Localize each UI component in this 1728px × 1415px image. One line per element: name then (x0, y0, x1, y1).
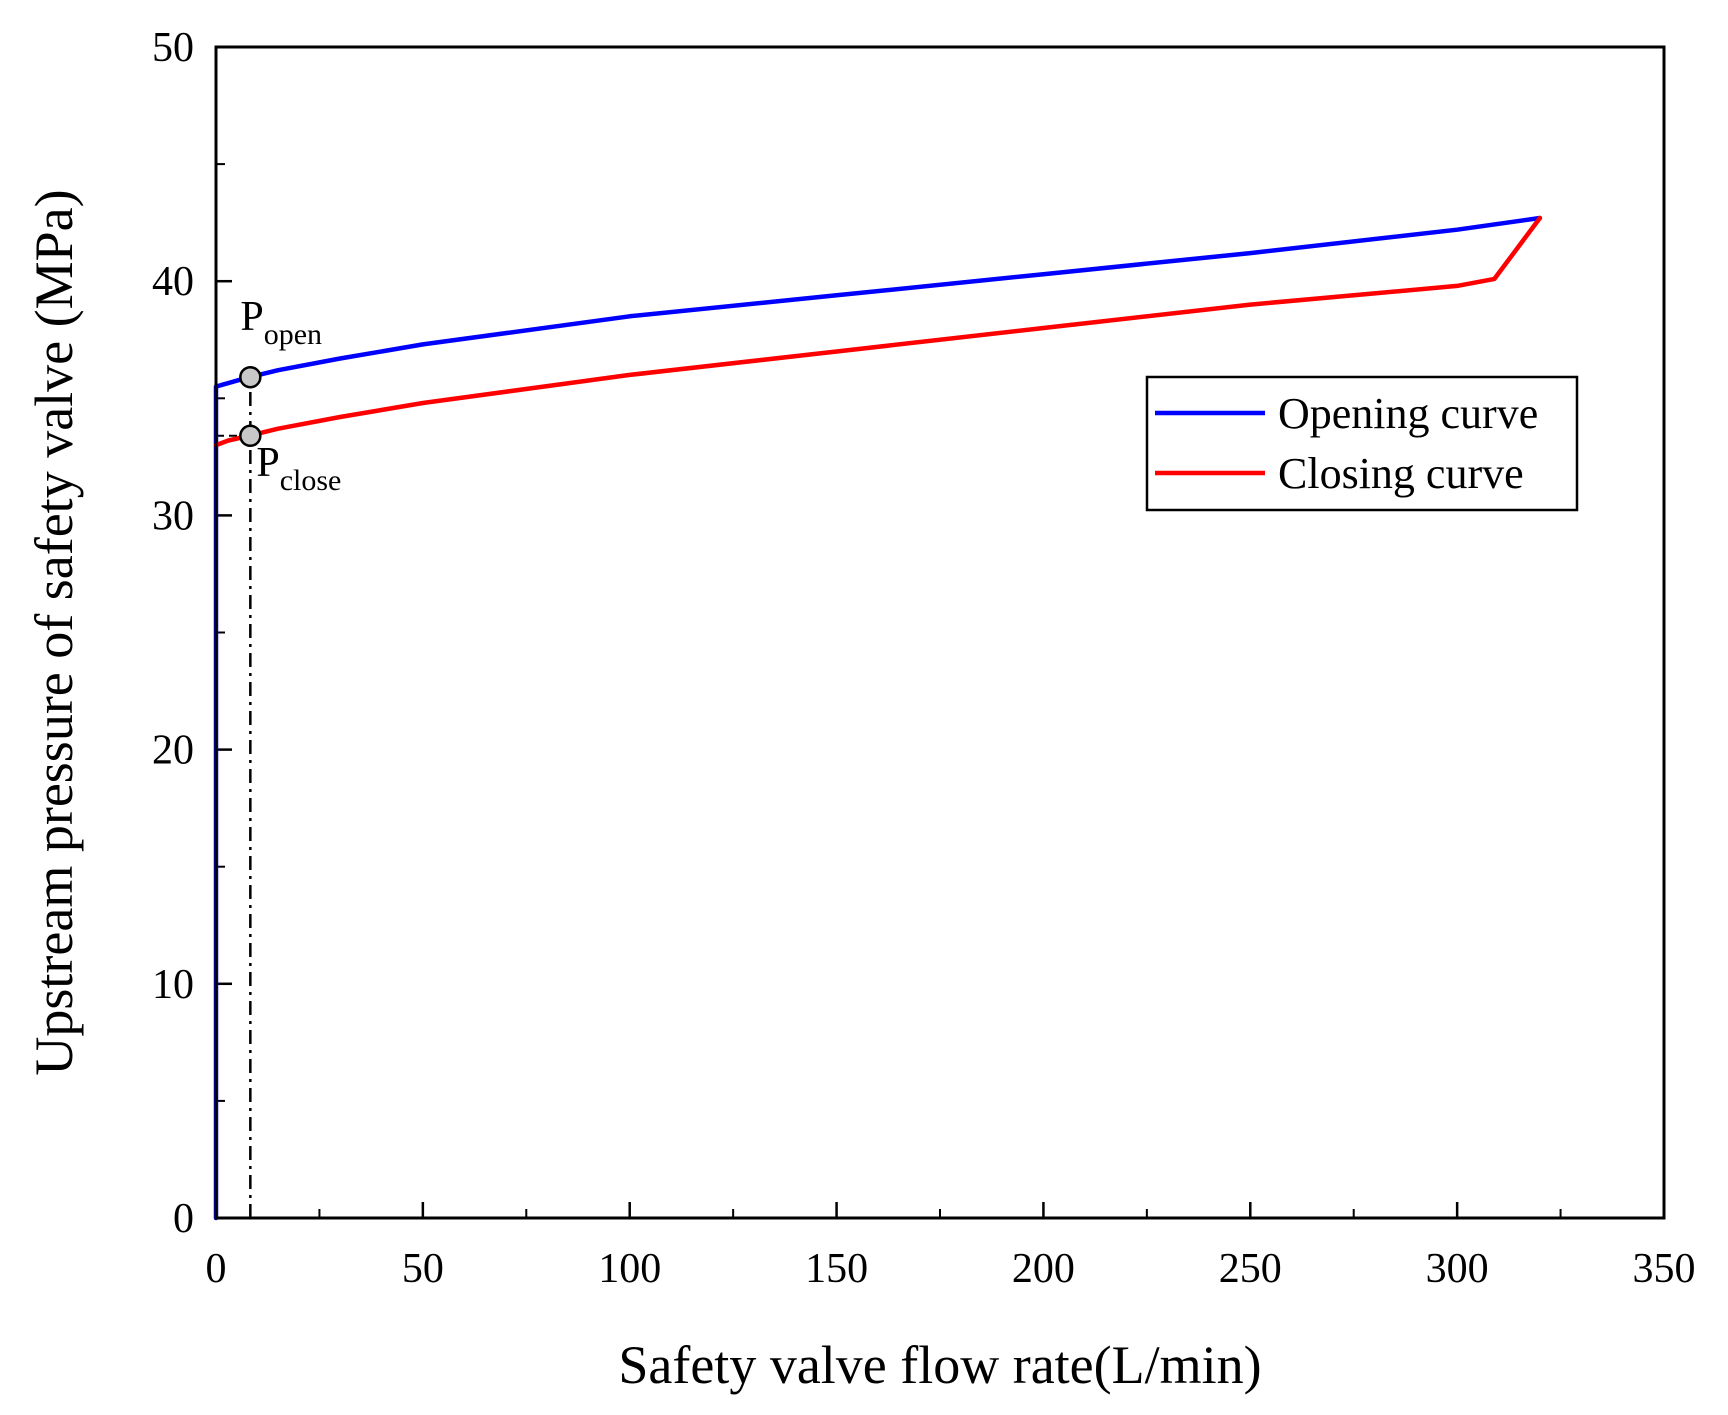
y-tick-label: 10 (152, 962, 194, 1008)
x-tick-label: 350 (1633, 1246, 1696, 1292)
y-tick-label: 20 (152, 728, 194, 774)
legend-label-opening: Opening curve (1278, 389, 1538, 438)
legend-label-closing: Closing curve (1278, 449, 1524, 498)
x-tick-label: 150 (805, 1246, 868, 1292)
x-tick-label: 250 (1219, 1246, 1282, 1292)
x-axis-title: Safety valve flow rate(L/min) (618, 1335, 1261, 1395)
axis-tick-labels: 0 50 100 150 200 250 300 350 0 10 20 30 40 50 (152, 25, 1696, 1292)
x-tick-label: 300 (1426, 1246, 1489, 1292)
y-tick-label: 40 (152, 259, 194, 305)
marker-p-close (239, 424, 262, 448)
label-p-close: Pclose (256, 440, 341, 497)
legend: Opening curve Closing curve (1145, 375, 1579, 512)
series-line-opening-curve (213, 215, 1543, 1221)
y-tick-label: 30 (152, 493, 194, 539)
legend-box (1145, 375, 1579, 512)
x-tick-label: 100 (598, 1246, 661, 1292)
point-markers (239, 365, 262, 448)
point-annotations: Popen Pclose (240, 294, 341, 497)
x-tick-label: 200 (1012, 1246, 1075, 1292)
data-series (213, 215, 1543, 1221)
x-tick-label: 50 (402, 1246, 444, 1292)
label-p-open: Popen (240, 294, 322, 351)
y-tick-label: 50 (152, 25, 194, 71)
plot-frame (214, 45, 1666, 1220)
y-tick-label: 0 (173, 1196, 194, 1242)
x-tick-label: 0 (206, 1246, 227, 1292)
axis-ticks (214, 45, 1666, 1220)
reference-lines (216, 377, 252, 1218)
y-axis-title: Upstream pressure of safety valve (MPa) (24, 189, 84, 1075)
marker-p-open (239, 365, 262, 389)
